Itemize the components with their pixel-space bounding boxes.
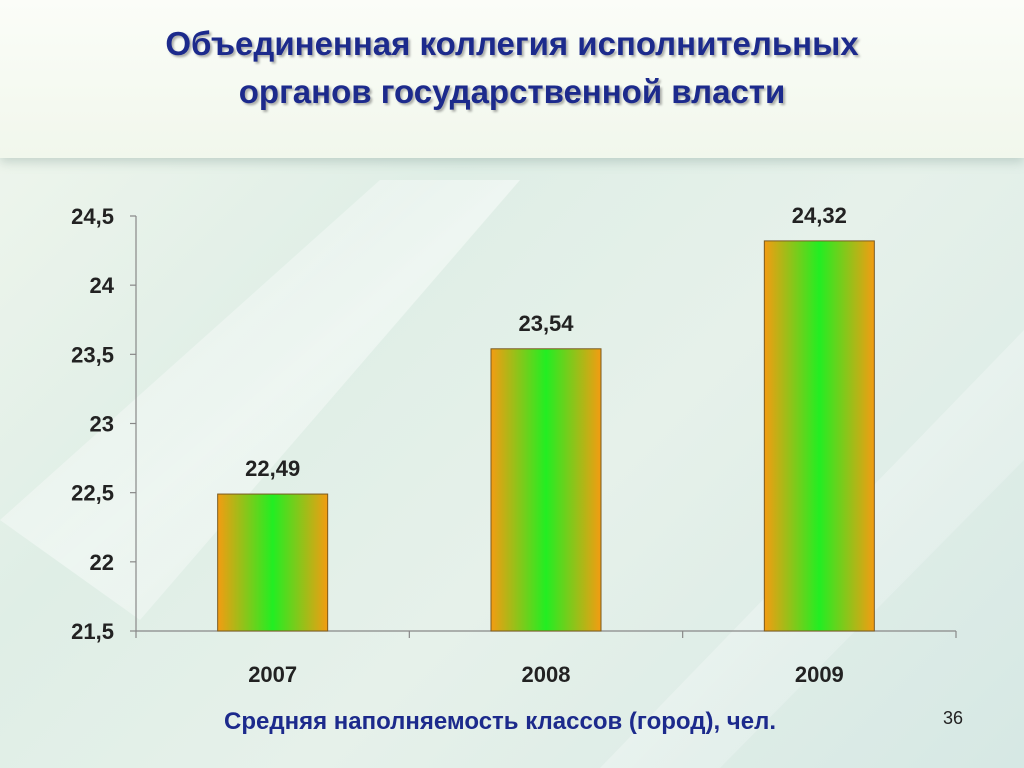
- y-tick-label: 22,5: [71, 481, 114, 506]
- y-tick-label: 24: [90, 273, 115, 298]
- page-number: 36: [942, 708, 964, 728]
- bar-2009: [763, 240, 875, 632]
- x-tick-label: 2008: [522, 662, 571, 687]
- y-tick-label: 22: [90, 550, 114, 575]
- bar-2007: [217, 493, 329, 632]
- x-tick-label: 2009: [795, 662, 844, 687]
- slide-header: Объединенная коллегия исполнительных орг…: [0, 0, 1024, 158]
- bar-value-label: 24,32: [792, 203, 847, 228]
- chart-caption: Средняя наполняемость классов (город), ч…: [224, 708, 776, 735]
- y-tick-label: 24,5: [71, 204, 114, 229]
- chart-labels: 21,5 22 22,5 23 23,5 24 24,5 22,49 2007 23,54 2008…: [71, 203, 847, 687]
- y-tick-label: 21,5: [71, 619, 114, 644]
- slide-title: Объединенная коллегия исполнительных орг…: [165, 25, 859, 110]
- bar-chart: 21,5 22 22,5 23 23,5 24 24,5 22,49 2007 23,54 2008…: [71, 203, 957, 687]
- chart-bars: [217, 240, 875, 632]
- bar-value-label: 23,54: [518, 311, 574, 336]
- y-tick-label: 23,5: [71, 342, 114, 367]
- bar-value-label: 22,49: [245, 456, 300, 481]
- bar-2008: [490, 348, 602, 632]
- y-tick-label: 23: [90, 412, 114, 437]
- x-tick-label: 2007: [248, 662, 297, 687]
